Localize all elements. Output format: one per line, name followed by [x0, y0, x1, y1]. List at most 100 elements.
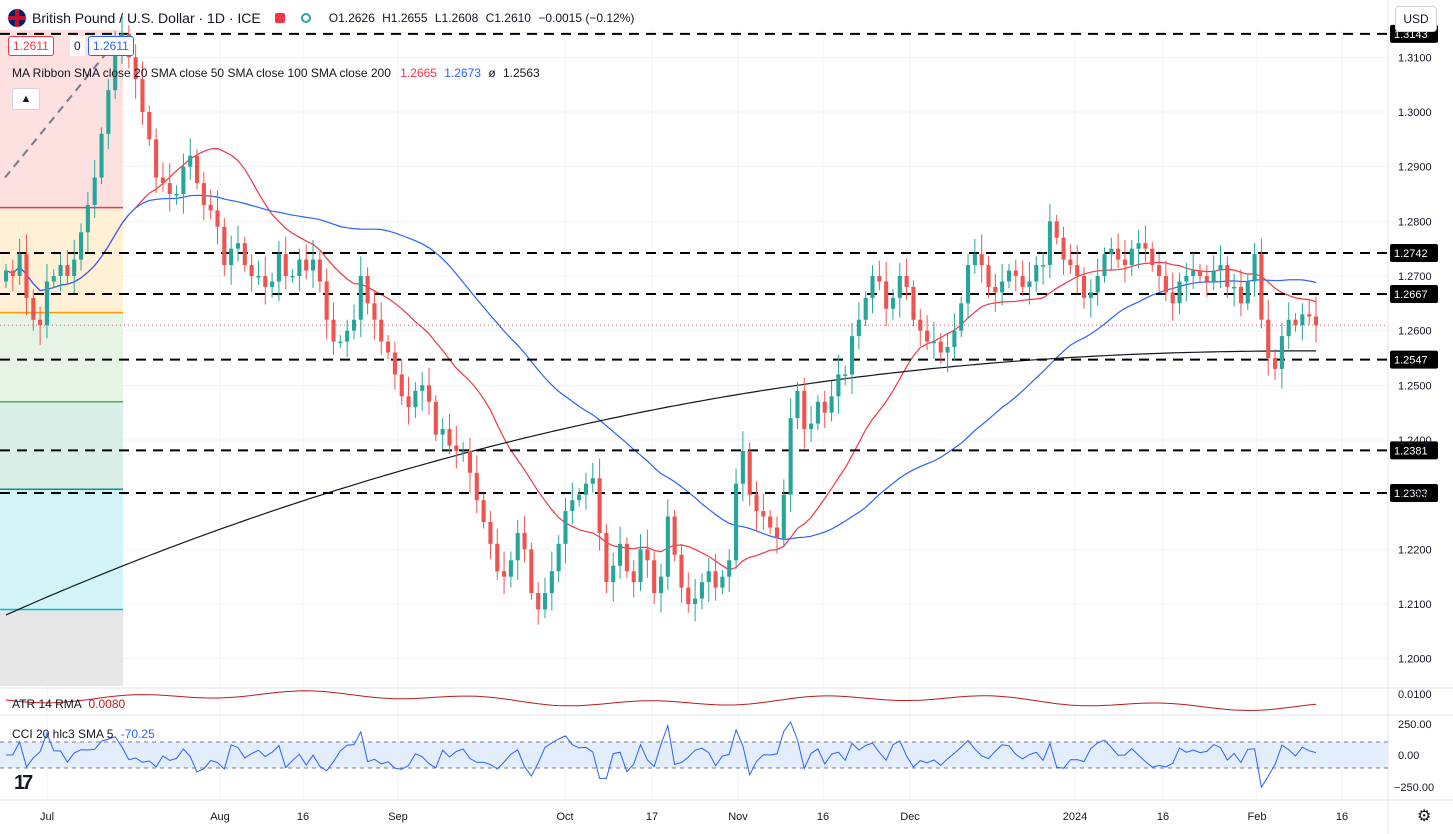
candle-body: [570, 500, 575, 512]
candle-body: [386, 341, 391, 353]
candle-body: [822, 401, 827, 413]
atr-legend[interactable]: ATR 14 RMA 0.0080: [12, 697, 125, 711]
candle-body: [345, 330, 350, 342]
candle-body: [1286, 319, 1291, 337]
candle-body: [1218, 265, 1223, 271]
candle-body: [229, 248, 234, 266]
candle-body: [788, 418, 793, 495]
atr-label: ATR 14 RMA: [12, 697, 82, 711]
candle-body: [310, 259, 316, 271]
candle-body: [92, 177, 97, 205]
ma-ribbon-label: MA Ribbon SMA close 20 SMA close 50 SMA …: [12, 66, 391, 80]
candle-body: [51, 276, 56, 282]
close-value: C1.2610: [485, 11, 531, 25]
candle-body: [1252, 254, 1257, 282]
candle-body: [160, 177, 165, 184]
price-tick-label: 1.2900: [1398, 162, 1432, 174]
candle-body: [849, 336, 855, 375]
collapse-legend-button[interactable]: ▲: [12, 88, 40, 110]
candle-body: [802, 390, 807, 430]
key-level-tag: [1390, 285, 1438, 304]
candle-body: [283, 254, 288, 276]
price-tick-label: 1.2600: [1398, 326, 1432, 338]
time-tick-label: Sep: [388, 811, 408, 823]
candle-body: [727, 560, 732, 577]
price-tick-label: 1.2100: [1398, 599, 1432, 611]
candle-body: [515, 532, 520, 561]
candle-body: [440, 429, 445, 435]
candle-body: [1109, 248, 1114, 255]
key-level-label: 1.2381: [1394, 445, 1428, 457]
candle-body: [338, 341, 343, 344]
currency-button[interactable]: USD: [1395, 6, 1437, 32]
market-status-icon: [274, 13, 285, 23]
candle-body: [106, 90, 111, 134]
price-tick-label: 1.3100: [1398, 52, 1432, 64]
candle-body: [1273, 358, 1278, 369]
candle-body: [304, 259, 309, 271]
price-tick-label: 1.2700: [1398, 271, 1432, 283]
candle-body: [1006, 270, 1012, 282]
sell-price-box[interactable]: 1.2611: [8, 36, 54, 56]
gear-icon[interactable]: ⚙: [1417, 808, 1432, 825]
time-tick-label: 16: [1157, 811, 1169, 823]
candle-body: [563, 511, 568, 544]
buy-price-box[interactable]: 1.2611: [88, 36, 134, 56]
candle-body: [959, 303, 964, 331]
candle-body: [1102, 254, 1107, 276]
candle-body: [672, 516, 677, 555]
candle-body: [1095, 276, 1100, 293]
candle-body: [836, 374, 841, 397]
candle-body: [993, 286, 998, 293]
cci-value: -70.25: [120, 727, 155, 741]
candle-body: [699, 582, 704, 599]
candle-body: [774, 527, 780, 539]
sma50-line: [5, 194, 1317, 541]
candle-body: [597, 478, 602, 533]
candle-body: [249, 265, 254, 276]
candle-body: [1150, 248, 1155, 266]
candle-body: [665, 516, 670, 577]
candle-body: [583, 483, 588, 495]
candle-body: [1163, 276, 1168, 293]
candle-body: [945, 347, 950, 353]
candle-body: [194, 155, 200, 184]
candle-body: [3, 270, 9, 282]
ma-ribbon-legend[interactable]: MA Ribbon SMA close 20 SMA close 50 SMA …: [12, 66, 540, 80]
sma200-value: 1.2563: [503, 66, 540, 80]
symbol-title[interactable]: British Pound / U.S. Dollar · 1D · ICE: [32, 10, 261, 26]
key-level-label: 1.2742: [1394, 248, 1428, 260]
candle-body: [467, 450, 473, 473]
time-tick-label: Aug: [210, 811, 230, 823]
candle-body: [618, 543, 623, 566]
candle-body: [986, 265, 991, 287]
candle-body: [1204, 276, 1209, 282]
candle-body: [911, 286, 916, 320]
candle-body: [58, 265, 63, 276]
candle-body: [495, 543, 500, 572]
gbp-flag-icon: [8, 9, 26, 27]
candle-body: [877, 276, 882, 282]
time-tick-label: Dec: [900, 811, 920, 823]
price-tick-label: 1.2000: [1398, 654, 1432, 666]
price-tick-label: 1.2300: [1398, 490, 1432, 502]
price-tick-label: 1.2400: [1398, 435, 1432, 447]
cci-legend[interactable]: CCI 20 hlc3 SMA 5 -70.25: [12, 727, 155, 741]
candle-body: [413, 390, 418, 408]
candle-body: [188, 155, 193, 167]
candle-body: [686, 587, 691, 604]
candle-body: [795, 390, 800, 419]
time-tick-label: 16: [1336, 811, 1348, 823]
fib-zone: [0, 609, 123, 686]
candle-body: [768, 516, 773, 528]
tradingview-logo-icon[interactable]: 17: [14, 772, 33, 794]
candle-body: [488, 522, 493, 544]
candle-body: [1300, 314, 1305, 326]
candle-body: [31, 297, 36, 320]
candle-body: [140, 79, 145, 112]
candle-body: [222, 226, 227, 266]
candle-body: [324, 281, 329, 320]
candle-body: [167, 183, 172, 194]
cci-band: [0, 742, 1388, 768]
